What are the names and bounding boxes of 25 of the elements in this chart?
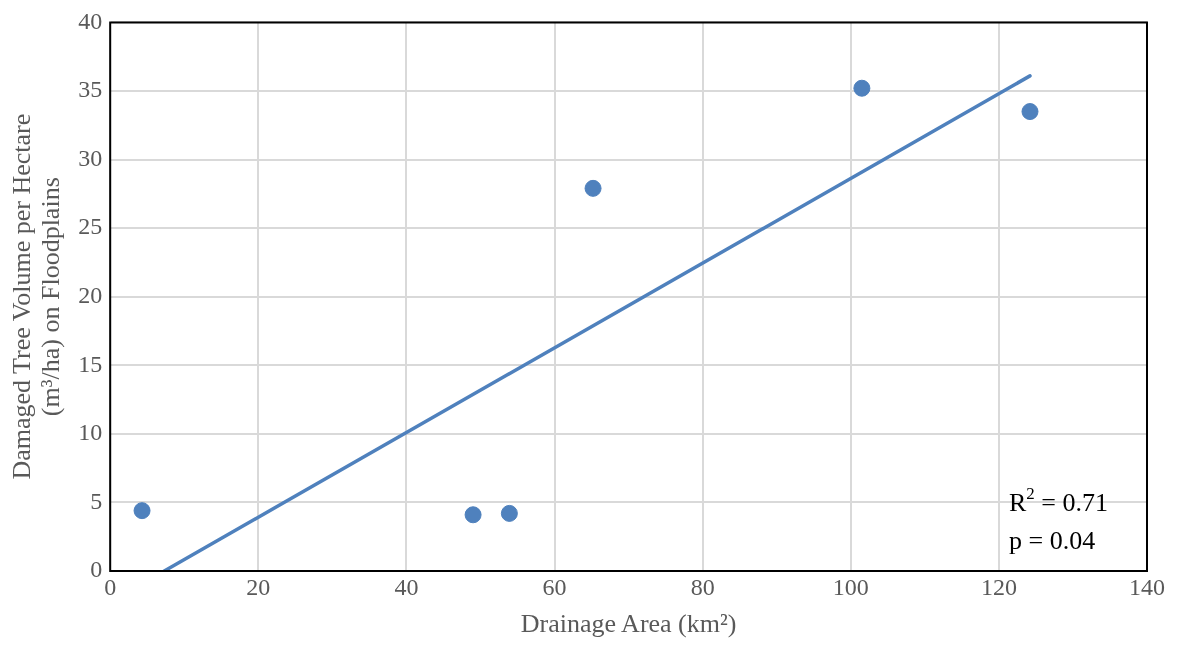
y-tick-label: 0 <box>90 556 103 583</box>
x-tick-label: 140 <box>1129 573 1165 600</box>
y-tick-label: 10 <box>78 419 103 446</box>
x-tick-label: 40 <box>394 573 419 600</box>
x-tick-label: 120 <box>980 573 1017 600</box>
point <box>500 504 518 522</box>
point <box>464 506 482 524</box>
y-axis-title: Damaged Tree Volume per Hectare (m³/ha) on Floodplains <box>7 113 65 480</box>
annotation: p = 0.04 <box>1009 526 1096 555</box>
x-tick-label: 100 <box>832 573 869 600</box>
y-tick-label: 25 <box>78 213 103 240</box>
x-tick-label: 20 <box>246 573 271 600</box>
y-tick-label: 20 <box>78 282 103 308</box>
y-tick-label: 30 <box>78 144 103 171</box>
point <box>853 79 871 97</box>
point <box>584 179 602 197</box>
y-tick-label: 5 <box>90 487 103 514</box>
y-tick-label: 15 <box>78 350 103 377</box>
point <box>133 502 151 520</box>
x-tick-label: 80 <box>690 573 715 600</box>
y-tick-label: 35 <box>78 76 103 103</box>
x-tick-label: 60 <box>542 573 567 600</box>
y-tick-label: 40 <box>78 7 103 34</box>
point <box>1021 103 1039 121</box>
x-axis-title: Drainage Area (km²) <box>520 609 737 639</box>
